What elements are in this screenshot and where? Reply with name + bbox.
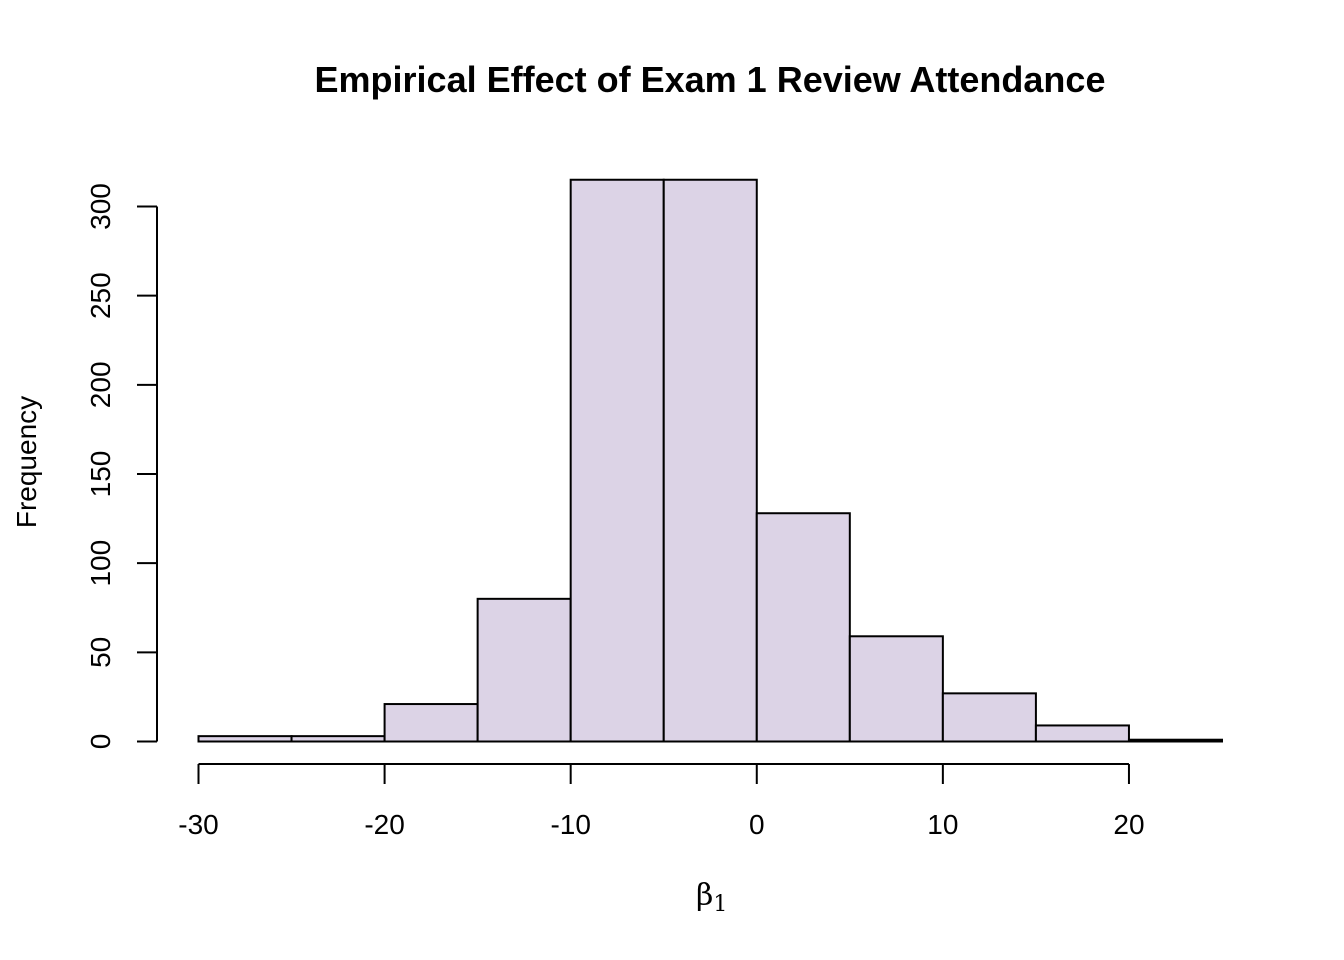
- y-axis: 0 50 100 150 200 250 300: [85, 183, 158, 750]
- chart-title: Empirical Effect of Exam 1 Review Attend…: [315, 59, 1106, 100]
- x-tick-label: -10: [550, 809, 590, 840]
- histogram-bar: [569, 178, 665, 743]
- y-tick-label: 250: [85, 272, 116, 319]
- histogram-bar: [941, 692, 1037, 743]
- histogram-bar: [848, 635, 944, 743]
- y-tick-label: 50: [85, 637, 116, 668]
- histogram-bar: [476, 597, 572, 743]
- histogram-bar: [197, 735, 293, 743]
- x-tick-label: 0: [749, 809, 765, 840]
- x-tick-label: -30: [178, 809, 218, 840]
- bars-group: [197, 178, 1224, 743]
- histogram-bar: [290, 735, 386, 743]
- histogram-bar: [1034, 724, 1130, 743]
- x-tick-label: -20: [364, 809, 404, 840]
- y-tick-label: 100: [85, 540, 116, 587]
- x-tick-label: 10: [927, 809, 958, 840]
- histogram-bar: [755, 512, 851, 743]
- y-tick-label: 150: [85, 451, 116, 498]
- y-tick-label: 300: [85, 183, 116, 230]
- x-axis-label-main: β: [696, 878, 713, 913]
- histogram-bar: [662, 178, 758, 743]
- x-axis-label: β1: [696, 878, 727, 917]
- y-tick-label: 0: [85, 734, 116, 750]
- y-tick-label: 200: [85, 361, 116, 408]
- y-axis-label: Frequency: [11, 396, 42, 528]
- x-axis-label-subscript: 1: [713, 892, 727, 917]
- histogram-bar: [383, 703, 479, 743]
- x-tick-label: 20: [1113, 809, 1144, 840]
- x-axis: -30 -20 -10 0 10 20: [178, 763, 1145, 840]
- histogram-bar: [1127, 738, 1224, 743]
